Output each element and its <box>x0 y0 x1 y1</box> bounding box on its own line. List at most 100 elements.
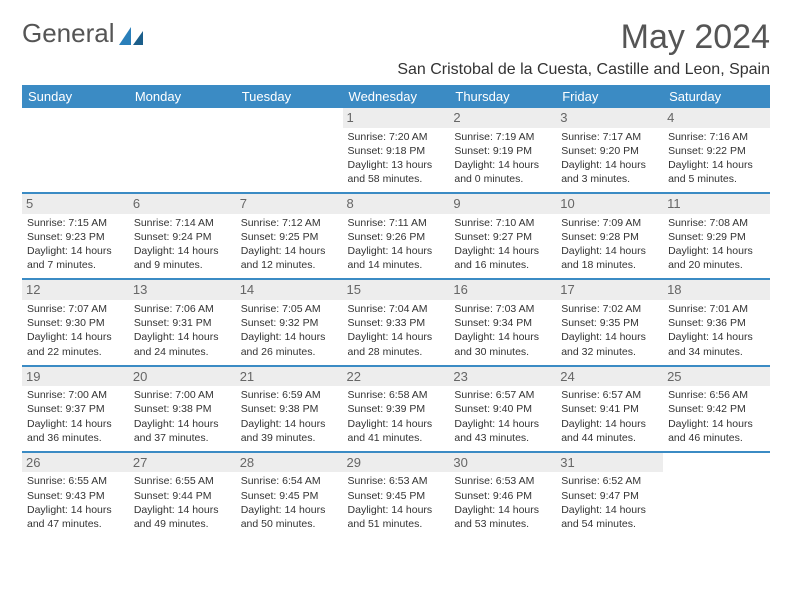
day-number: 30 <box>449 453 556 473</box>
page-title: May 2024 <box>621 18 770 57</box>
day-info: Sunrise: 7:04 AMSunset: 9:33 PMDaylight:… <box>348 302 445 359</box>
day-number: 3 <box>556 108 663 128</box>
day-cell: 2Sunrise: 7:19 AMSunset: 9:19 PMDaylight… <box>449 108 556 193</box>
day-info: Sunrise: 6:56 AMSunset: 9:42 PMDaylight:… <box>668 388 765 445</box>
day-number: 1 <box>343 108 450 128</box>
day-cell: 10Sunrise: 7:09 AMSunset: 9:28 PMDayligh… <box>556 194 663 279</box>
weekday-header: Wednesday <box>343 85 450 108</box>
day-number: 18 <box>663 280 770 300</box>
day-number: 13 <box>129 280 236 300</box>
day-cell <box>22 108 129 193</box>
day-number: 19 <box>22 367 129 387</box>
day-cell: 18Sunrise: 7:01 AMSunset: 9:36 PMDayligh… <box>663 280 770 365</box>
logo-sail-icon <box>117 23 145 45</box>
day-number: 16 <box>449 280 556 300</box>
day-info: Sunrise: 7:14 AMSunset: 9:24 PMDaylight:… <box>134 216 231 273</box>
calendar-table: SundayMondayTuesdayWednesdayThursdayFrid… <box>22 85 770 537</box>
day-cell: 3Sunrise: 7:17 AMSunset: 9:20 PMDaylight… <box>556 108 663 193</box>
day-cell: 11Sunrise: 7:08 AMSunset: 9:29 PMDayligh… <box>663 194 770 279</box>
day-info: Sunrise: 7:17 AMSunset: 9:20 PMDaylight:… <box>561 130 658 187</box>
day-cell: 26Sunrise: 6:55 AMSunset: 9:43 PMDayligh… <box>22 453 129 537</box>
day-info: Sunrise: 6:54 AMSunset: 9:45 PMDaylight:… <box>241 474 338 531</box>
day-number: 8 <box>343 194 450 214</box>
day-info: Sunrise: 7:00 AMSunset: 9:37 PMDaylight:… <box>27 388 124 445</box>
header-right: May 2024 <box>621 18 770 57</box>
day-number: 20 <box>129 367 236 387</box>
header: General Blue May 2024 <box>22 18 770 57</box>
day-cell: 4Sunrise: 7:16 AMSunset: 9:22 PMDaylight… <box>663 108 770 193</box>
day-cell: 24Sunrise: 6:57 AMSunset: 9:41 PMDayligh… <box>556 367 663 452</box>
day-info: Sunrise: 7:11 AMSunset: 9:26 PMDaylight:… <box>348 216 445 273</box>
day-number: 23 <box>449 367 556 387</box>
day-cell: 27Sunrise: 6:55 AMSunset: 9:44 PMDayligh… <box>129 453 236 537</box>
day-number: 24 <box>556 367 663 387</box>
day-number-empty <box>236 108 343 128</box>
location-text: San Cristobal de la Cuesta, Castille and… <box>22 61 770 79</box>
day-info: Sunrise: 6:55 AMSunset: 9:44 PMDaylight:… <box>134 474 231 531</box>
day-number: 9 <box>449 194 556 214</box>
day-info: Sunrise: 7:01 AMSunset: 9:36 PMDaylight:… <box>668 302 765 359</box>
week-row: 19Sunrise: 7:00 AMSunset: 9:37 PMDayligh… <box>22 367 770 452</box>
week-row: 1Sunrise: 7:20 AMSunset: 9:18 PMDaylight… <box>22 108 770 193</box>
day-cell: 9Sunrise: 7:10 AMSunset: 9:27 PMDaylight… <box>449 194 556 279</box>
weekday-header: Friday <box>556 85 663 108</box>
day-cell: 12Sunrise: 7:07 AMSunset: 9:30 PMDayligh… <box>22 280 129 365</box>
day-info: Sunrise: 7:10 AMSunset: 9:27 PMDaylight:… <box>454 216 551 273</box>
day-cell <box>236 108 343 193</box>
logo-text-1: General <box>22 18 115 49</box>
day-number: 21 <box>236 367 343 387</box>
day-number: 15 <box>343 280 450 300</box>
day-number: 25 <box>663 367 770 387</box>
day-info: Sunrise: 7:06 AMSunset: 9:31 PMDaylight:… <box>134 302 231 359</box>
day-info: Sunrise: 7:12 AMSunset: 9:25 PMDaylight:… <box>241 216 338 273</box>
day-cell: 5Sunrise: 7:15 AMSunset: 9:23 PMDaylight… <box>22 194 129 279</box>
day-info: Sunrise: 7:02 AMSunset: 9:35 PMDaylight:… <box>561 302 658 359</box>
weekday-header: Sunday <box>22 85 129 108</box>
day-info: Sunrise: 6:57 AMSunset: 9:41 PMDaylight:… <box>561 388 658 445</box>
day-number-empty <box>22 108 129 128</box>
day-number: 6 <box>129 194 236 214</box>
day-cell: 22Sunrise: 6:58 AMSunset: 9:39 PMDayligh… <box>343 367 450 452</box>
day-cell: 14Sunrise: 7:05 AMSunset: 9:32 PMDayligh… <box>236 280 343 365</box>
weekday-header: Tuesday <box>236 85 343 108</box>
day-number: 2 <box>449 108 556 128</box>
day-cell <box>663 453 770 537</box>
day-info: Sunrise: 7:03 AMSunset: 9:34 PMDaylight:… <box>454 302 551 359</box>
day-cell: 19Sunrise: 7:00 AMSunset: 9:37 PMDayligh… <box>22 367 129 452</box>
day-info: Sunrise: 7:05 AMSunset: 9:32 PMDaylight:… <box>241 302 338 359</box>
day-number: 17 <box>556 280 663 300</box>
weekday-header-row: SundayMondayTuesdayWednesdayThursdayFrid… <box>22 85 770 108</box>
day-info: Sunrise: 7:08 AMSunset: 9:29 PMDaylight:… <box>668 216 765 273</box>
day-cell: 8Sunrise: 7:11 AMSunset: 9:26 PMDaylight… <box>343 194 450 279</box>
day-cell: 28Sunrise: 6:54 AMSunset: 9:45 PMDayligh… <box>236 453 343 537</box>
day-number: 14 <box>236 280 343 300</box>
day-info: Sunrise: 6:57 AMSunset: 9:40 PMDaylight:… <box>454 388 551 445</box>
week-row: 26Sunrise: 6:55 AMSunset: 9:43 PMDayligh… <box>22 453 770 537</box>
week-row: 5Sunrise: 7:15 AMSunset: 9:23 PMDaylight… <box>22 194 770 279</box>
day-info: Sunrise: 6:53 AMSunset: 9:45 PMDaylight:… <box>348 474 445 531</box>
logo: General Blue <box>22 18 145 49</box>
day-number: 28 <box>236 453 343 473</box>
day-cell: 17Sunrise: 7:02 AMSunset: 9:35 PMDayligh… <box>556 280 663 365</box>
day-number: 11 <box>663 194 770 214</box>
weekday-header: Monday <box>129 85 236 108</box>
day-number: 5 <box>22 194 129 214</box>
day-info: Sunrise: 6:59 AMSunset: 9:38 PMDaylight:… <box>241 388 338 445</box>
day-cell: 1Sunrise: 7:20 AMSunset: 9:18 PMDaylight… <box>343 108 450 193</box>
day-number: 31 <box>556 453 663 473</box>
day-info: Sunrise: 6:53 AMSunset: 9:46 PMDaylight:… <box>454 474 551 531</box>
day-cell: 25Sunrise: 6:56 AMSunset: 9:42 PMDayligh… <box>663 367 770 452</box>
day-cell: 21Sunrise: 6:59 AMSunset: 9:38 PMDayligh… <box>236 367 343 452</box>
day-cell: 30Sunrise: 6:53 AMSunset: 9:46 PMDayligh… <box>449 453 556 537</box>
day-number: 12 <box>22 280 129 300</box>
day-number: 26 <box>22 453 129 473</box>
day-number-empty <box>663 453 770 473</box>
day-cell: 15Sunrise: 7:04 AMSunset: 9:33 PMDayligh… <box>343 280 450 365</box>
day-number: 7 <box>236 194 343 214</box>
day-info: Sunrise: 7:20 AMSunset: 9:18 PMDaylight:… <box>348 130 445 187</box>
day-number: 4 <box>663 108 770 128</box>
day-info: Sunrise: 7:00 AMSunset: 9:38 PMDaylight:… <box>134 388 231 445</box>
day-number: 29 <box>343 453 450 473</box>
weekday-header: Saturday <box>663 85 770 108</box>
day-number: 27 <box>129 453 236 473</box>
